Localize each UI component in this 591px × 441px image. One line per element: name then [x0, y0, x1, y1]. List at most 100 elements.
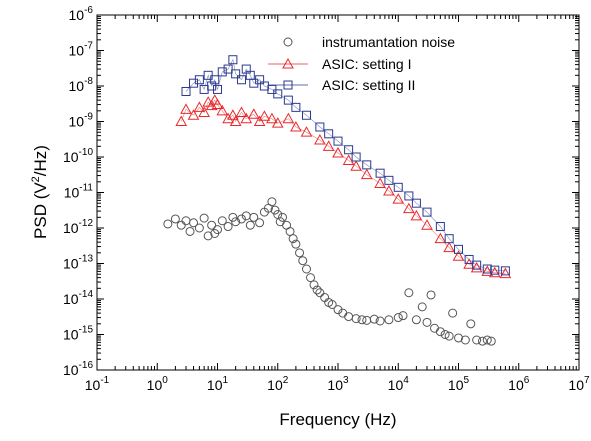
- data-point: [398, 311, 408, 321]
- data-point: [362, 315, 372, 325]
- data-point: [344, 312, 354, 322]
- data-point: [460, 335, 470, 345]
- data-point: [247, 108, 260, 119]
- data-point: [333, 136, 343, 146]
- data-point: [194, 75, 204, 85]
- y-tick-label: 10-8: [69, 76, 94, 94]
- series-3: [181, 55, 510, 276]
- legend-marker: [283, 80, 293, 90]
- data-point: [203, 231, 213, 241]
- data-point: [283, 95, 293, 105]
- legend-marker: [283, 37, 293, 47]
- data-point: [444, 331, 454, 341]
- data-point: [486, 336, 496, 346]
- x-tick-label: 101: [207, 375, 229, 393]
- data-point: [490, 265, 500, 275]
- data-point: [228, 55, 238, 65]
- y-axis-label-main: PSD (V: [31, 182, 50, 239]
- data-point: [231, 217, 241, 227]
- data-point: [362, 160, 372, 170]
- y-tick-label: 10-14: [63, 289, 93, 307]
- data-point: [291, 102, 301, 112]
- data-point: [315, 122, 325, 132]
- data-point: [181, 216, 191, 226]
- data-point: [470, 261, 483, 273]
- data-point: [435, 222, 445, 232]
- data-point: [357, 315, 367, 325]
- data-point: [187, 109, 200, 120]
- data-point: [315, 288, 325, 298]
- data-point: [236, 214, 246, 224]
- data-point: [273, 89, 283, 99]
- data-point: [222, 112, 234, 124]
- data-point: [422, 207, 432, 217]
- data-point: [375, 316, 385, 326]
- data-point: [384, 315, 394, 325]
- data-point: [327, 299, 337, 309]
- y-tick-label: 10-13: [63, 254, 93, 272]
- data-point: [216, 104, 229, 116]
- data-point: [266, 112, 278, 124]
- data-point: [223, 222, 233, 232]
- data-point: [404, 191, 414, 201]
- data-point: [258, 110, 271, 121]
- y-tick-label: 10-7: [69, 41, 94, 59]
- data-point: [314, 134, 326, 145]
- data-point: [342, 154, 355, 165]
- data-point: [295, 248, 305, 258]
- legend-item: ASIC: setting I: [268, 56, 411, 72]
- data-point: [210, 75, 220, 85]
- data-point: [255, 218, 265, 228]
- data-point: [213, 84, 222, 94]
- x-tick-label: 10-1: [85, 375, 110, 393]
- data-point: [350, 160, 362, 171]
- data-point: [351, 152, 361, 162]
- data-point: [270, 205, 280, 215]
- x-tick-label: 103: [327, 375, 349, 393]
- data-point: [422, 317, 432, 327]
- data-point: [189, 218, 199, 228]
- y-tick-label: 10-15: [63, 325, 93, 343]
- y-axis-label-superscript: 2: [30, 176, 42, 182]
- data-point: [426, 290, 436, 300]
- data-point: [324, 129, 334, 139]
- data-point: [198, 106, 210, 117]
- data-point: [176, 220, 186, 230]
- data-point: [255, 75, 265, 85]
- data-point: [430, 323, 440, 333]
- data-point: [217, 67, 227, 77]
- data-point: [227, 109, 239, 120]
- data-point: [332, 146, 344, 158]
- data-point: [333, 305, 343, 315]
- data-point: [301, 264, 311, 274]
- data-point: [213, 225, 222, 235]
- data-point: [231, 69, 241, 79]
- data-point: [309, 280, 319, 290]
- legend-label: ASIC: setting II: [322, 77, 415, 93]
- data-point: [211, 98, 224, 110]
- data-point: [369, 314, 379, 324]
- data-point: [472, 335, 482, 345]
- x-tick-label: 105: [448, 375, 470, 393]
- data-point: [472, 260, 482, 270]
- data-point: [384, 175, 394, 185]
- legend-label: instrumantation noise: [322, 34, 455, 50]
- plot-frame: [96, 14, 580, 371]
- data-point: [301, 110, 311, 120]
- data-point: [435, 327, 445, 337]
- x-tick-label: 100: [147, 375, 169, 393]
- legend-item: instrumantation noise: [283, 34, 455, 50]
- data-point: [320, 293, 330, 303]
- data-point: [374, 177, 386, 188]
- series-line: [180, 99, 506, 274]
- data-point: [481, 265, 494, 276]
- data-point: [207, 220, 217, 230]
- data-point: [393, 182, 403, 192]
- data-point: [404, 288, 414, 298]
- data-point: [375, 168, 385, 178]
- data-point: [306, 273, 316, 283]
- data-point: [278, 212, 288, 222]
- data-point: [181, 86, 191, 96]
